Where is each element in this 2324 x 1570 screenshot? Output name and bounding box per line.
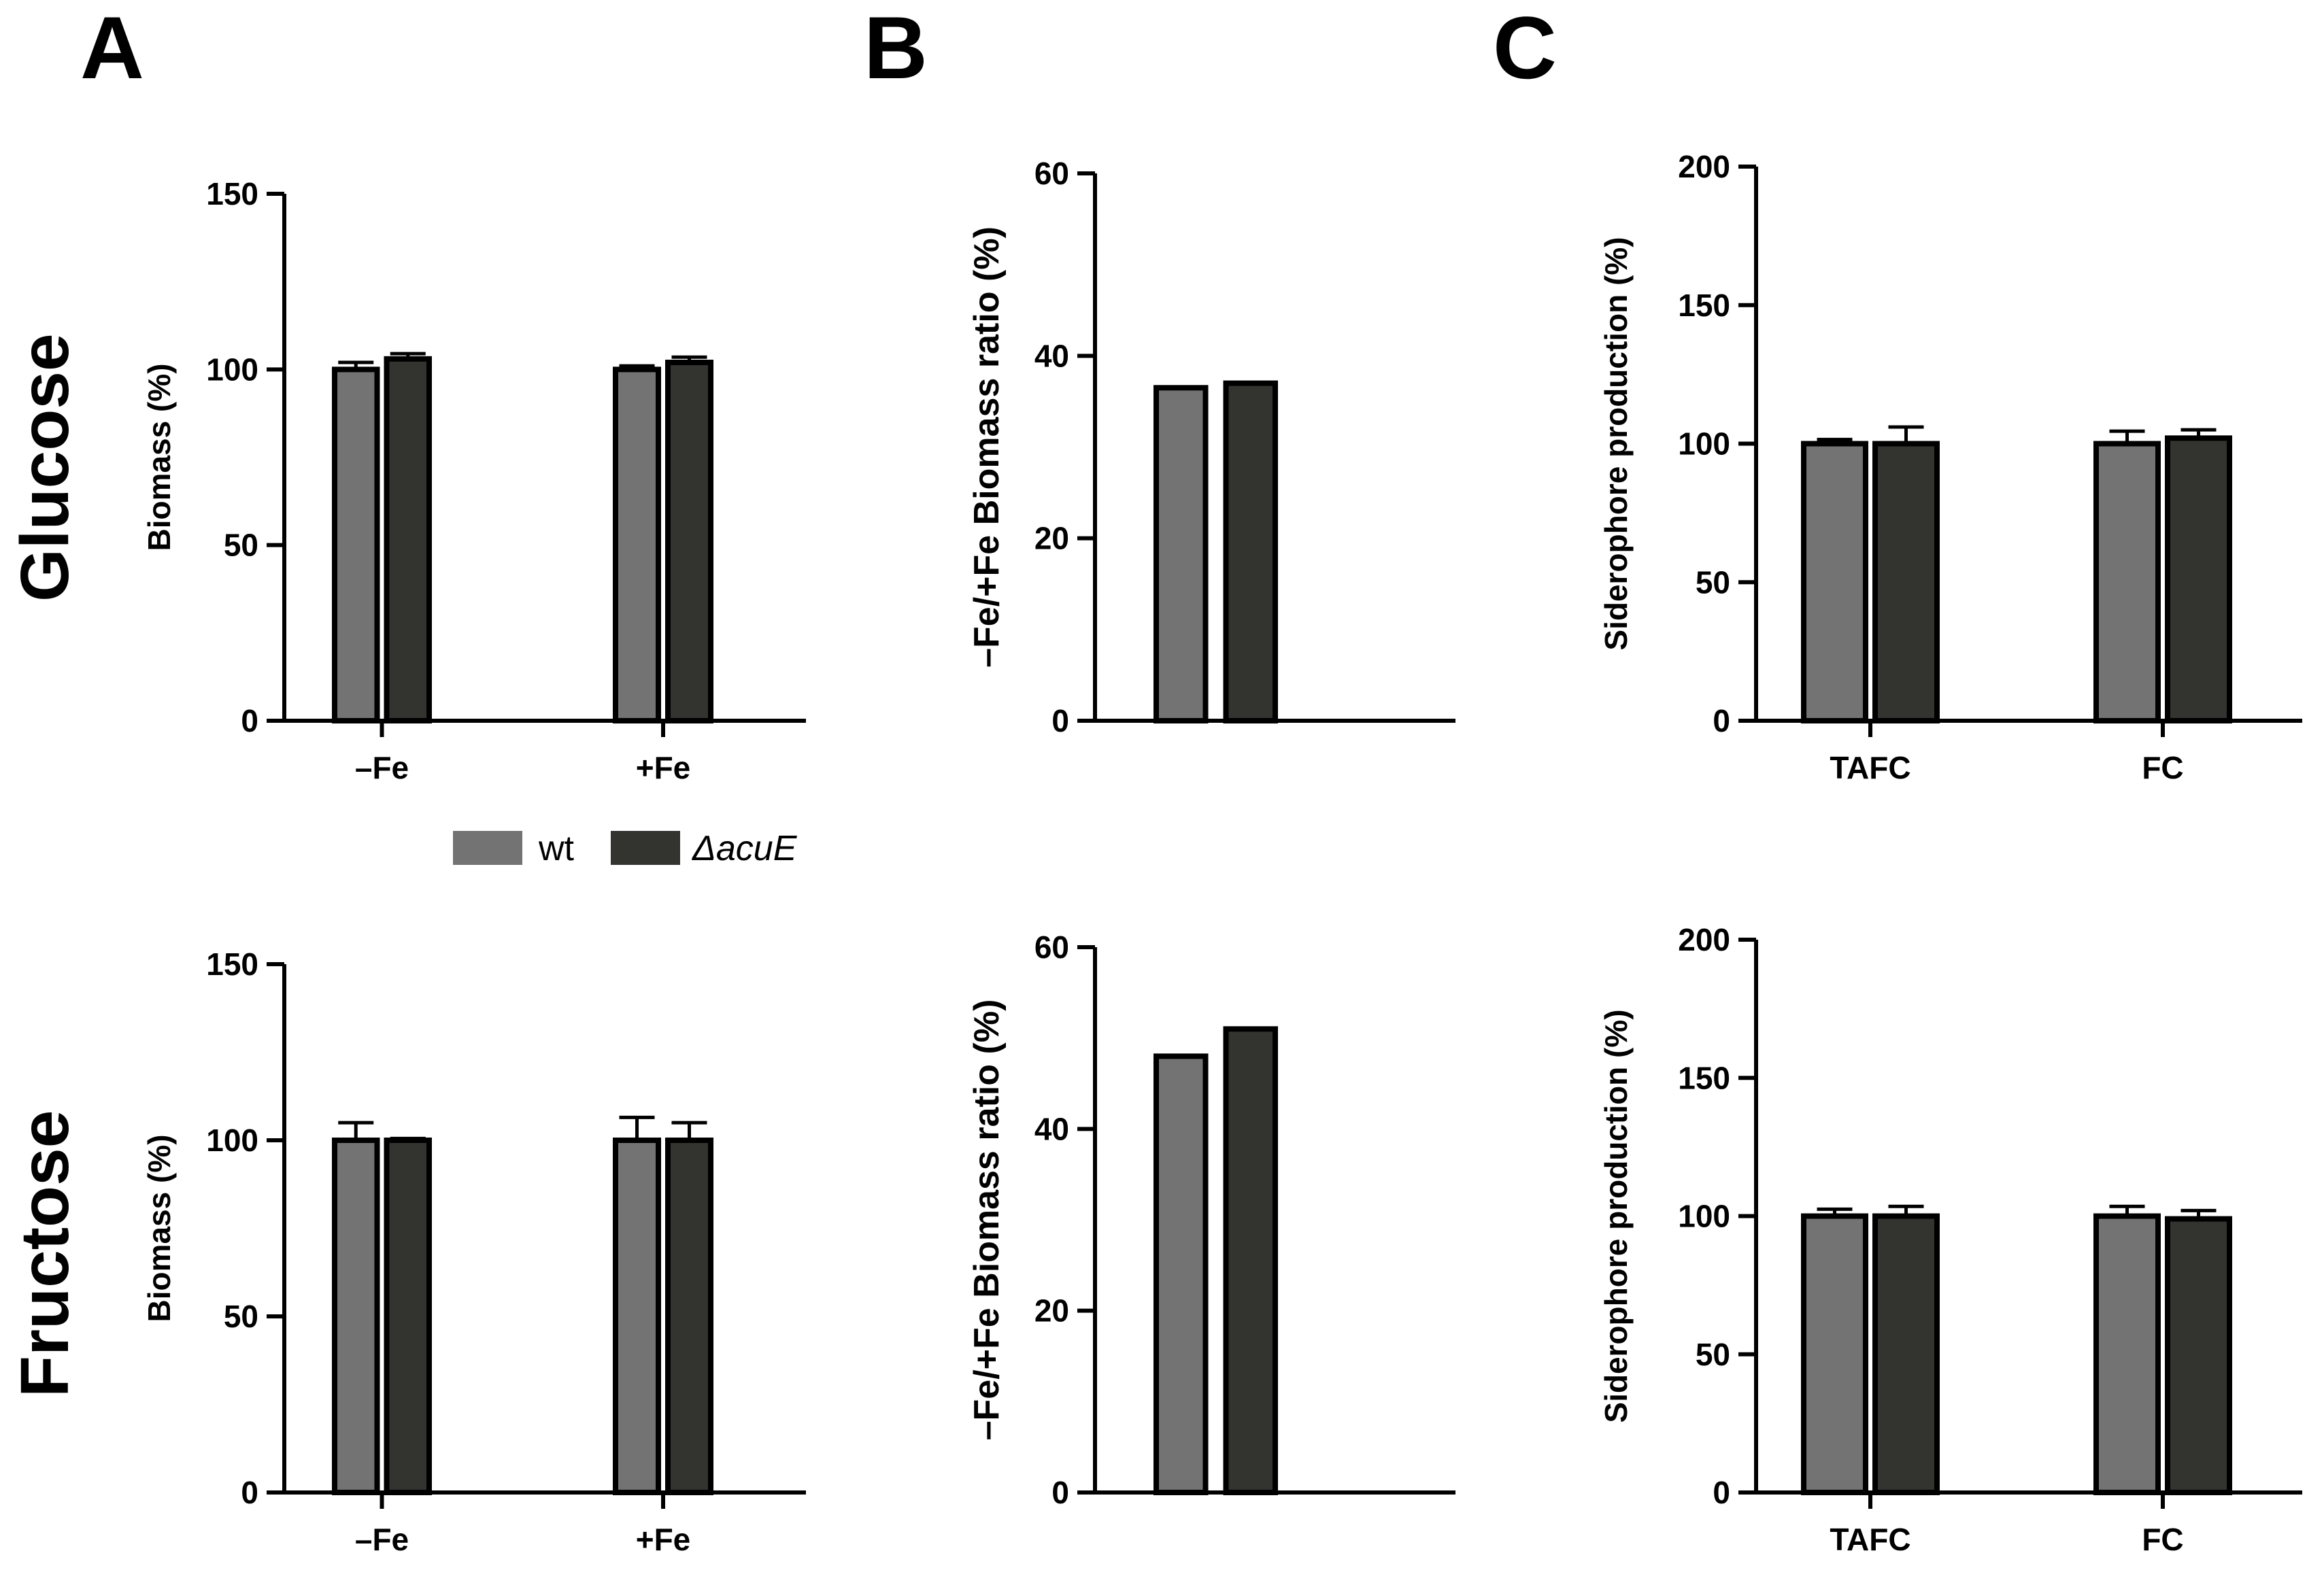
y-tick-label: 0 [1051,703,1069,738]
y-tick-label: 50 [1696,1337,1730,1372]
row-label-fructose: Fructose [7,1110,83,1397]
panel-letter-b: B [864,0,928,97]
x-tick-label: FC [2142,1522,2183,1557]
y-tick-label: 50 [1696,564,1730,600]
legend: wt ΔacuE [453,829,798,868]
y-tick-label: 60 [1034,929,1069,965]
y-tick-label: 60 [1034,156,1069,191]
x-tick-label: +Fe [636,1522,691,1557]
y-tick-label: 150 [1678,1060,1730,1095]
y-tick-label: 0 [241,1475,258,1510]
y-tick-label: 150 [206,176,258,211]
y-tick-label: 50 [224,528,258,563]
y-tick-label: 100 [1678,426,1730,462]
chart-C-fructose: 0 50 100 150 200 Siderophore production (%) TA… [1598,922,2302,1557]
bar-acue [1872,441,1940,723]
panel-letter-a: A [80,0,144,97]
chart-C-glucose: 0 50 100 150 200 Siderophore production (%) TA… [1598,149,2302,785]
y-tick-label: 40 [1034,338,1069,373]
y-tick-label: 150 [1678,288,1730,323]
bar-wt [1801,1213,1868,1495]
bar-wt [613,1138,661,1495]
panel-letter-c: C [1493,0,1557,97]
y-axis-title: Biomass (%) [141,363,177,551]
bar-wt [1153,385,1209,724]
bar-acue [1223,1026,1278,1496]
y-tick-label: 0 [1713,1475,1730,1510]
bar-wt [2093,441,2161,723]
y-tick-label: 150 [206,946,258,982]
y-tick-label: 100 [206,1123,258,1158]
charts: 0 50 100 150 Biomass (%) –Fe +Fe 0 20 40 60 –Fe/+Fe… [141,149,2302,1557]
y-tick-label: 200 [1678,922,1730,957]
bar-acue [2165,435,2232,723]
y-tick-label: 100 [206,352,258,387]
bar-wt [1153,1053,1209,1495]
bar-acue [384,1138,432,1495]
bar-wt [1801,441,1868,723]
y-tick-label: 20 [1034,521,1069,556]
legend-swatch-wt [453,831,522,865]
bar-acue [384,356,432,723]
chart-B-fructose: 0 20 40 60 –Fe/+Fe Biomass ratio (%) [967,929,1455,1510]
bar-wt [613,366,661,723]
y-axis-title: –Fe/+Fe Biomass ratio (%) [967,226,1007,668]
x-tick-label: TAFC [1830,750,1910,785]
x-tick-label: –Fe [355,1522,409,1557]
legend-label-wt: wt [538,829,575,868]
row-label-glucose: Glucose [7,333,83,602]
bar-acue [2165,1216,2232,1495]
y-tick-label: 0 [1051,1475,1069,1510]
chart-B-glucose: 0 20 40 60 –Fe/+Fe Biomass ratio (%) [967,156,1455,738]
legend-label-acue: ΔacuE [691,829,798,868]
y-axis-title: Siderophore production (%) [1598,1009,1634,1422]
x-tick-label: +Fe [636,750,691,785]
y-axis-title: Biomass (%) [141,1134,177,1322]
chart-A-glucose: 0 50 100 150 Biomass (%) –Fe +Fe [141,176,806,785]
y-tick-label: 0 [1713,703,1730,738]
y-tick-label: 200 [1678,149,1730,184]
y-tick-label: 0 [241,703,258,738]
bar-acue [665,360,713,723]
y-axis-title: –Fe/+Fe Biomass ratio (%) [967,1000,1007,1441]
bar-acue [665,1138,713,1495]
x-tick-label: FC [2142,750,2183,785]
y-tick-label: 50 [224,1299,258,1334]
bar-wt [2093,1213,2161,1495]
x-tick-label: TAFC [1830,1522,1910,1557]
legend-swatch-acue [611,831,680,865]
y-axis-title: Siderophore production (%) [1598,237,1634,650]
bar-wt [332,1138,380,1495]
y-tick-label: 100 [1678,1199,1730,1234]
bar-acue [1223,380,1278,723]
x-tick-label: –Fe [355,750,409,785]
bar-acue [1872,1213,1940,1495]
bar-wt [332,366,380,723]
chart-A-fructose: 0 50 100 150 Biomass (%) –Fe +Fe [141,946,806,1557]
y-tick-label: 40 [1034,1111,1069,1146]
y-tick-label: 20 [1034,1293,1069,1329]
